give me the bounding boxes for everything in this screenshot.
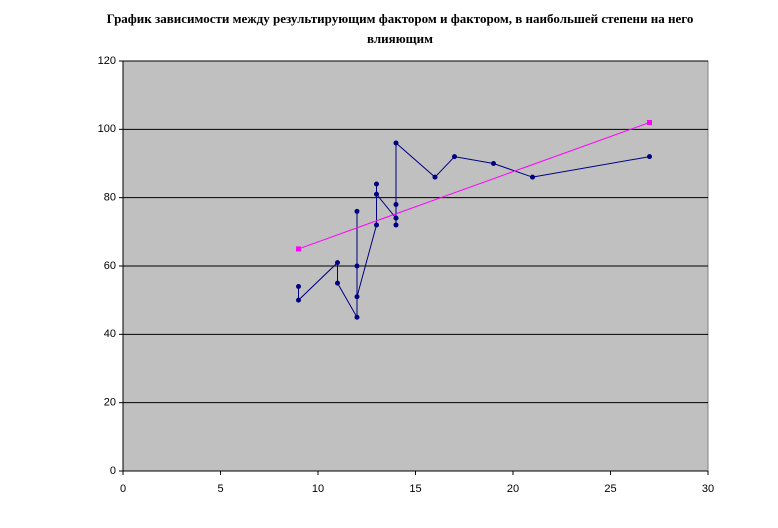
point bbox=[296, 284, 301, 289]
y-tick-label: 0 bbox=[110, 465, 116, 477]
x-tick-label: 5 bbox=[217, 483, 223, 495]
point bbox=[335, 260, 340, 266]
y-tick-label: 60 bbox=[104, 260, 116, 272]
point bbox=[393, 202, 399, 207]
point bbox=[335, 280, 340, 286]
series-line bbox=[298, 141, 650, 320]
point bbox=[530, 174, 535, 180]
point bbox=[647, 120, 652, 125]
point bbox=[393, 222, 399, 228]
point bbox=[354, 263, 360, 269]
x-tick-label: 30 bbox=[702, 483, 714, 495]
point bbox=[647, 154, 652, 160]
point bbox=[374, 222, 379, 228]
point bbox=[491, 161, 496, 166]
point bbox=[393, 215, 399, 221]
point bbox=[432, 174, 438, 180]
x-tick-label: 25 bbox=[604, 483, 616, 495]
x-tick-label: 0 bbox=[120, 483, 126, 495]
y-tick-label: 120 bbox=[98, 55, 116, 67]
point bbox=[452, 154, 457, 160]
point bbox=[393, 140, 399, 146]
x-tick-label: 20 bbox=[507, 483, 519, 495]
point bbox=[354, 314, 360, 320]
x-tick-label: 15 bbox=[409, 483, 421, 495]
x-tick-label: 10 bbox=[312, 483, 324, 495]
point bbox=[374, 181, 379, 187]
point bbox=[296, 297, 301, 303]
y-tick-label: 100 bbox=[98, 123, 116, 135]
y-tick-label: 40 bbox=[104, 328, 116, 340]
point bbox=[296, 246, 301, 252]
y-tick-label: 80 bbox=[104, 192, 116, 204]
point bbox=[354, 294, 360, 300]
point bbox=[374, 191, 379, 197]
point bbox=[354, 208, 360, 214]
chart-title: График зависимости между результирующим … bbox=[106, 11, 694, 46]
series-line bbox=[298, 122, 650, 250]
y-tick-label: 20 bbox=[104, 397, 116, 409]
